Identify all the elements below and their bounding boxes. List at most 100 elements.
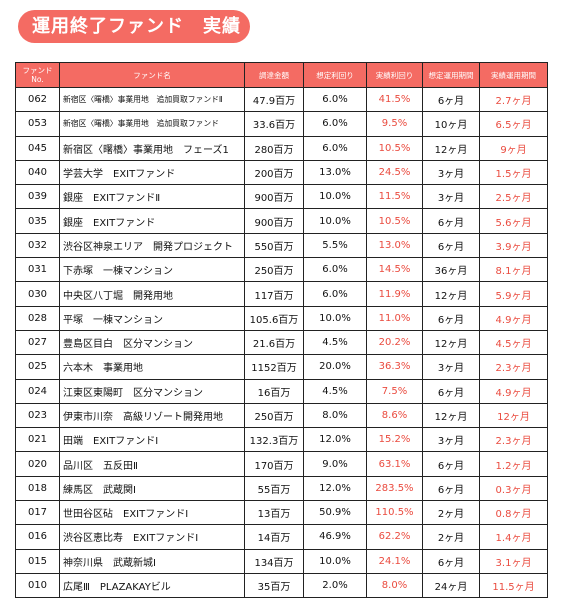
fund-name-cell: 練馬区 武蔵関Ⅰ: [59, 475, 245, 502]
planned-period-cell: 24ヶ月: [422, 572, 480, 599]
amount-cell: 35百万: [244, 572, 304, 599]
amount-cell: 170百万: [244, 451, 304, 477]
fund-no-cell: 024: [15, 378, 60, 404]
fund-no-cell: 021: [15, 427, 60, 453]
table-row: 030 中央区八丁堀 開発用地 117百万 6.0% 11.9% 12ヶ月 5.9ヶ月: [15, 281, 548, 307]
fund-name-cell: 江東区東陽町 区分マンション: [59, 378, 245, 404]
actual-rate-cell: 41.5%: [366, 86, 423, 113]
actual-period-cell: 1.4ヶ月: [479, 524, 548, 550]
amount-cell: 280百万: [244, 135, 304, 161]
planned-period-cell: 12ヶ月: [422, 329, 480, 356]
actual-period-cell: 5.9ヶ月: [479, 281, 548, 307]
col-header-fund-no: ファンド No.: [15, 62, 60, 88]
actual-rate-cell: 20.2%: [366, 329, 423, 356]
table-row: 045 新宿区〈曙橋〉事業用地 フェーズ1 280百万 6.0% 10.5% 12ヶ月 9ヶ…: [15, 135, 548, 161]
fund-results-table-wrapper: ファンド No. ファンド名 調達金額 想定利回り 実績利回り 想定運用期間 実…: [15, 62, 548, 599]
table-row: 027 豊島区目白 区分マンション 21.6百万 4.5% 20.2% 12ヶ月 4.5ヶ月: [15, 329, 548, 356]
planned-rate-cell: 10.0%: [303, 305, 367, 331]
actual-rate-cell: 15.2%: [366, 427, 423, 453]
fund-results-table: ファンド No. ファンド名 調達金額 想定利回り 実績利回り 想定運用期間 実…: [15, 62, 548, 599]
planned-period-cell: 6ヶ月: [422, 451, 480, 477]
fund-no-cell: 035: [15, 208, 60, 234]
planned-period-cell: 3ヶ月: [422, 159, 480, 186]
actual-period-cell: 1.2ヶ月: [479, 451, 548, 477]
actual-period-cell: 8.1ヶ月: [479, 257, 548, 283]
actual-rate-cell: 13.0%: [366, 232, 423, 259]
actual-period-cell: 12ヶ月: [479, 402, 548, 429]
fund-no-cell: 018: [15, 475, 60, 502]
actual-period-cell: 4.5ヶ月: [479, 329, 548, 356]
table-row: 016 渋谷区恵比寿 EXITファンドⅠ 14百万 46.9% 62.2% 2ヶ月 1.4ヶ…: [15, 524, 548, 550]
planned-rate-cell: 6.0%: [303, 281, 367, 307]
planned-rate-cell: 6.0%: [303, 257, 367, 283]
planned-period-cell: 6ヶ月: [422, 305, 480, 331]
planned-rate-cell: 10.0%: [303, 548, 367, 574]
fund-no-cell: 025: [15, 354, 60, 380]
col-header-actual-period: 実績運用期間: [479, 62, 548, 88]
fund-no-cell: 030: [15, 281, 60, 307]
amount-cell: 250百万: [244, 257, 304, 283]
planned-rate-cell: 50.9%: [303, 500, 367, 526]
actual-period-cell: 2.5ヶ月: [479, 184, 548, 210]
fund-no-cell: 040: [15, 159, 60, 186]
actual-rate-cell: 10.5%: [366, 208, 423, 234]
table-row: 025 六本木 事業用地 1152百万 20.0% 36.3% 3ヶ月 2.3ヶ月: [15, 354, 548, 380]
actual-period-cell: 2.3ヶ月: [479, 427, 548, 453]
fund-name-cell: 銀座 EXITファンド: [59, 208, 245, 234]
planned-period-cell: 6ヶ月: [422, 208, 480, 234]
planned-rate-cell: 8.0%: [303, 402, 367, 429]
page-title: 運用終了ファンド 実績: [18, 10, 250, 43]
amount-cell: 13百万: [244, 500, 304, 526]
planned-rate-cell: 5.5%: [303, 232, 367, 259]
fund-name-cell: 伊東市川奈 高級リゾート開発用地: [59, 402, 245, 429]
col-header-planned-rate: 想定利回り: [303, 62, 367, 88]
amount-cell: 16百万: [244, 378, 304, 404]
fund-name-cell: 広尾Ⅲ PLAZAKAYビル: [59, 572, 245, 599]
actual-rate-cell: 110.5%: [366, 500, 423, 526]
planned-period-cell: 10ヶ月: [422, 111, 480, 137]
col-header-fund-no-line2: No.: [31, 75, 44, 84]
planned-rate-cell: 4.5%: [303, 329, 367, 356]
table-row: 018 練馬区 武蔵関Ⅰ 55百万 12.0% 283.5% 6ヶ月 0.3ヶ月: [15, 475, 548, 502]
table-header-row: ファンド No. ファンド名 調達金額 想定利回り 実績利回り 想定運用期間 実…: [15, 62, 548, 88]
planned-rate-cell: 6.0%: [303, 135, 367, 161]
actual-rate-cell: 14.5%: [366, 257, 423, 283]
planned-rate-cell: 6.0%: [303, 111, 367, 137]
amount-cell: 21.6百万: [244, 329, 304, 356]
amount-cell: 550百万: [244, 232, 304, 259]
col-header-actual-rate: 実績利回り: [366, 62, 423, 88]
actual-period-cell: 4.9ヶ月: [479, 305, 548, 331]
fund-no-cell: 039: [15, 184, 60, 210]
actual-rate-cell: 11.9%: [366, 281, 423, 307]
actual-rate-cell: 62.2%: [366, 524, 423, 550]
planned-period-cell: 36ヶ月: [422, 257, 480, 283]
table-row: 035 銀座 EXITファンド 900百万 10.0% 10.5% 6ヶ月 5.6ヶ月: [15, 208, 548, 234]
planned-period-cell: 3ヶ月: [422, 427, 480, 453]
planned-rate-cell: 12.0%: [303, 475, 367, 502]
table-row: 021 田端 EXITファンドⅠ 132.3百万 12.0% 15.2% 3ヶ月 2.3ヶ月: [15, 427, 548, 453]
planned-period-cell: 6ヶ月: [422, 86, 480, 113]
table-row: 062 新宿区〈曙橋〉事業用地 追加買取ファンドⅡ 47.9百万 6.0% 41.5% 6…: [15, 86, 548, 113]
fund-name-cell: 中央区八丁堀 開発用地: [59, 281, 245, 307]
actual-period-cell: 9ヶ月: [479, 135, 548, 161]
fund-no-cell: 027: [15, 329, 60, 356]
amount-cell: 55百万: [244, 475, 304, 502]
table-row: 010 広尾Ⅲ PLAZAKAYビル 35百万 2.0% 8.0% 24ヶ月 11.5ヶ月: [15, 572, 548, 599]
amount-cell: 33.6百万: [244, 111, 304, 137]
fund-name-cell: 渋谷区恵比寿 EXITファンドⅠ: [59, 524, 245, 550]
planned-period-cell: 6ヶ月: [422, 548, 480, 574]
fund-no-cell: 020: [15, 451, 60, 477]
actual-period-cell: 3.9ヶ月: [479, 232, 548, 259]
amount-cell: 132.3百万: [244, 427, 304, 453]
fund-no-cell: 053: [15, 111, 60, 137]
planned-rate-cell: 10.0%: [303, 208, 367, 234]
planned-rate-cell: 10.0%: [303, 184, 367, 210]
actual-rate-cell: 10.5%: [366, 135, 423, 161]
col-header-fund-name: ファンド名: [59, 62, 245, 88]
actual-rate-cell: 11.5%: [366, 184, 423, 210]
planned-rate-cell: 12.0%: [303, 427, 367, 453]
table-row: 028 平塚 一棟マンション 105.6百万 10.0% 11.0% 6ヶ月 4.9ヶ月: [15, 305, 548, 331]
table-row: 017 世田谷区砧 EXITファンドⅠ 13百万 50.9% 110.5% 2ヶ月 0.8ヶ…: [15, 500, 548, 526]
actual-period-cell: 5.6ヶ月: [479, 208, 548, 234]
actual-period-cell: 11.5ヶ月: [479, 572, 548, 599]
